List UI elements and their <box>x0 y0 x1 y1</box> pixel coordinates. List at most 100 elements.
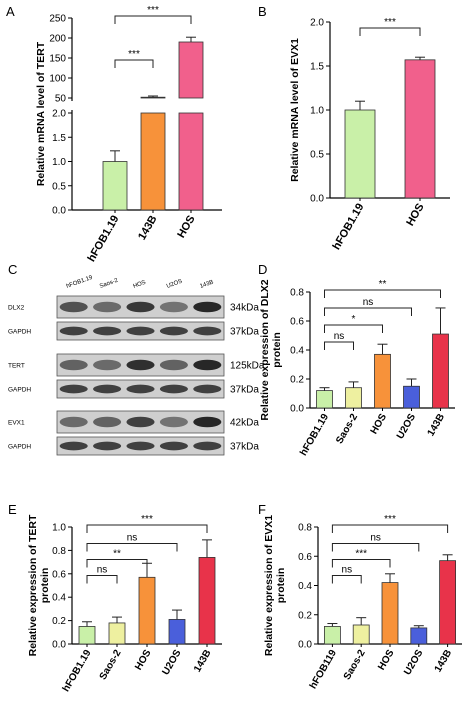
panel-letter: E <box>8 502 17 517</box>
blot-band <box>126 359 155 371</box>
y-axis-label: Relative mRNA level of TERT <box>35 41 47 186</box>
bar-saos-2 <box>345 387 362 409</box>
x-tick-label: U2OS <box>160 648 183 677</box>
significance-bracket <box>114 15 192 24</box>
significance-bracket <box>331 524 449 533</box>
bar-hfob1-19 <box>78 626 96 645</box>
y-tick-label: 0.8 <box>290 288 304 299</box>
bar-hos <box>381 582 399 645</box>
lane-label: 143B <box>199 279 214 289</box>
y-tick-label: 1.0 <box>52 157 66 168</box>
y-tick-label: 0.0 <box>52 206 66 217</box>
significance-bracket <box>86 543 178 552</box>
blot-band <box>126 416 155 428</box>
x-tick-label: 143B <box>433 648 454 674</box>
y-tick-label: 200 <box>49 34 66 45</box>
blot-size-label: 34kDa <box>230 303 259 314</box>
significance-bracket <box>324 341 354 350</box>
bar-143b-upper <box>140 96 166 99</box>
lane-label: hFOB1.19 <box>66 275 94 290</box>
significance-label: ns <box>334 331 345 342</box>
y-tick-label: 1.0 <box>52 523 66 534</box>
blot-band <box>126 326 155 336</box>
blot-band <box>93 301 122 313</box>
blot-band <box>59 441 88 451</box>
blot-protein-label: DLX2 <box>8 305 25 312</box>
blot-size-label: 37kDa <box>230 327 259 338</box>
significance-label: ns <box>127 533 138 544</box>
x-tick-label: HOS <box>376 648 397 673</box>
significance-bracket <box>114 59 154 68</box>
bar-143b <box>198 557 216 645</box>
y-tick-label: 0.0 <box>310 194 324 205</box>
x-tick-label: Saos-2 <box>342 648 368 682</box>
blot-size-label: 42kDa <box>230 418 259 429</box>
significance-label: ** <box>113 549 121 560</box>
y-tick-label: 0.2 <box>52 616 66 627</box>
y-tick-label: 1.0 <box>310 106 324 117</box>
x-tick-label: hFOB1.19 <box>61 648 94 694</box>
blot-band <box>159 359 188 371</box>
y-tick-label: 2.0 <box>52 109 66 120</box>
panel-b: B 0.0 0.5 1.0 1.5 2.0 hFOB1.19 HOS *** Relative m… <box>258 4 450 252</box>
y-axis-label: Relative expression of DLX2protein <box>259 279 283 420</box>
blot-band <box>193 416 222 428</box>
blot-band <box>159 416 188 428</box>
bar-u2os <box>410 627 428 645</box>
blot-band <box>193 359 222 371</box>
bar-hfob1-19 <box>344 109 376 199</box>
y-tick-label: 0.4 <box>52 593 66 604</box>
blot-band <box>93 384 122 394</box>
significance-bracket <box>359 27 421 36</box>
blot-band <box>93 326 122 336</box>
significance-label: ns <box>342 565 353 576</box>
y-tick-label: 250 <box>49 14 66 25</box>
significance-label: *** <box>128 49 140 60</box>
blot-band <box>93 416 122 428</box>
significance-bracket <box>86 575 118 584</box>
bar-u2os <box>168 619 186 645</box>
x-tick-label: 143B <box>426 412 447 438</box>
x-tick-label: HOS <box>133 648 154 673</box>
blot-band <box>159 441 188 451</box>
lane-label: HOS <box>132 280 146 290</box>
x-tick-label: 143B <box>136 213 160 242</box>
y-tick-label: 1.5 <box>310 62 324 73</box>
y-tick-label: 0.6 <box>298 552 312 563</box>
significance-bracket <box>86 559 148 568</box>
blot-protein-label: GAPDH <box>8 387 31 394</box>
y-tick-label: 1.5 <box>52 133 66 144</box>
significance-bracket <box>331 543 420 552</box>
blot-band <box>59 416 88 428</box>
y-tick-label: 0.0 <box>298 640 312 651</box>
y-tick-label: 0.0 <box>290 404 304 415</box>
x-tick-label: hFOB1.19 <box>331 202 367 252</box>
y-tick-label: 0.8 <box>298 523 312 534</box>
x-tick-label: HOS <box>369 412 390 437</box>
panel-letter: C <box>8 262 17 277</box>
y-tick-label: 50 <box>55 94 67 105</box>
bar-hfob1-19 <box>316 390 333 409</box>
blot-band <box>193 384 222 394</box>
x-tick-label: 143B <box>192 648 213 674</box>
y-axis-label: Relative expression of TERTprotein <box>27 514 51 656</box>
significance-label: *** <box>141 514 153 525</box>
x-tick-label: Saos-2 <box>334 412 360 446</box>
significance-bracket <box>331 559 391 568</box>
panel-d: D 0.0 0.2 0.4 0.6 0.8 hFOB1.19 Saos-2 HOS U2OS 143… <box>258 262 455 458</box>
y-axis-label: Relative expression of EVX1protein <box>263 515 287 656</box>
significance-label: *** <box>384 514 396 525</box>
y-tick-label: 0.6 <box>52 569 66 580</box>
blot-protein-label: TERT <box>8 363 25 370</box>
panel-a: A 50 100 150 200 250 0.0 0.5 1.0 1.5 2.0 hFOB1.19 14… <box>6 4 222 264</box>
y-tick-label: 0.2 <box>298 610 312 621</box>
bar-hfob1-19 <box>102 161 128 211</box>
significance-bracket <box>324 324 383 333</box>
bar-u2os <box>403 385 420 409</box>
y-tick-label: 150 <box>49 54 66 65</box>
significance-bracket <box>86 524 208 533</box>
y-tick-label: 0.4 <box>298 581 312 592</box>
bar-saos-2 <box>108 622 126 645</box>
